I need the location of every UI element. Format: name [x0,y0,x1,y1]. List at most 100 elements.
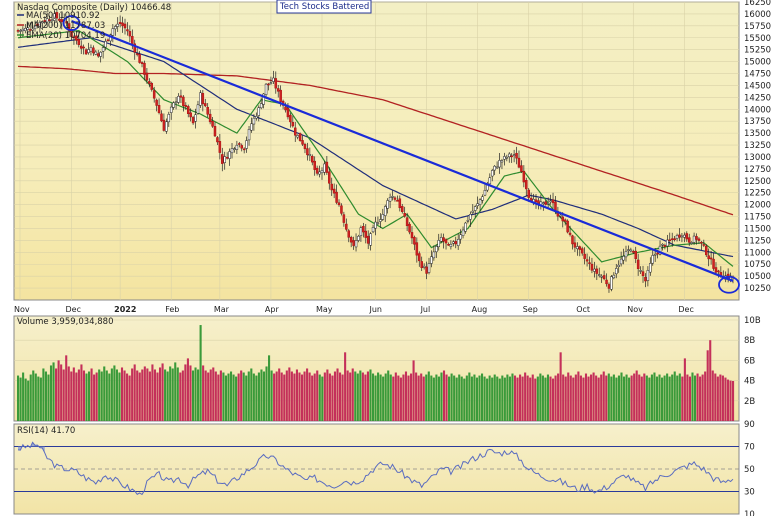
volume-bar [141,369,144,421]
rsi-y-tick-label: 70 [744,443,755,453]
volume-bar [706,350,709,421]
volume-bar [521,376,524,421]
candle-body [238,143,241,145]
candle-body [169,106,173,113]
volume-bar [232,374,235,421]
volume-bar [671,374,674,421]
candle-body [408,223,411,233]
candle-body [269,82,273,84]
candle-body [352,240,355,246]
volume-bar [262,371,266,421]
volume-bar [136,370,139,421]
annotation-text: Tech Stocks Battered [279,2,369,12]
rsi-line-group [17,441,734,496]
volume-bar [425,374,428,421]
volume-bar [483,376,486,421]
candle-body [325,161,329,173]
volume-y-axis: 10B 8B 6B 4B 2B [744,316,761,407]
rsi-y-tick-label: 50 [744,465,755,475]
candle-body [595,268,599,274]
candle-body [259,103,263,109]
volume-bar [572,377,575,421]
volume-bar [62,369,65,421]
volume-bar [539,373,542,421]
candle-body [422,265,426,268]
candle-body [267,83,270,86]
candle-body [340,205,343,214]
rsi-title: RSI(14) 41.70 [17,426,75,436]
volume-bar [52,362,55,421]
price-y-tick-label: 16000 [744,10,771,20]
candle-body [644,276,647,282]
candle-body [697,238,701,241]
price-y-tick-label: 11250 [744,236,771,246]
volume-bar [475,377,479,421]
volume-bar [531,374,534,421]
volume-bar [569,375,572,421]
volume-bar [617,375,621,421]
candle-body [632,251,635,253]
volume-bar [265,366,268,421]
volume-bar [300,374,304,421]
volume-bar [361,372,364,421]
volume-bar [364,374,367,421]
candle-body [235,144,239,150]
candle-body [481,196,484,201]
volume-bar [278,368,281,421]
candle-body [362,226,365,233]
candle-body [199,92,202,106]
candle-body [675,235,679,239]
candle-body [432,251,436,259]
volume-bar [93,374,96,421]
candle-body [101,47,105,52]
volume-bar [592,372,595,421]
candle-body [150,83,154,90]
volume-bar [524,372,527,421]
candle-body [318,171,321,175]
volume-bar [42,368,45,421]
volume-bar [47,374,50,421]
volume-bar [247,371,250,421]
volume-bar [313,373,316,421]
volume-bar [549,376,552,421]
volume-bar [597,377,600,421]
candle-body [230,148,234,154]
candle-body [709,257,713,260]
volume-bar [95,372,98,421]
volume-bar [156,372,159,421]
volume-bar [371,373,375,421]
volume-bar [143,366,146,421]
candle-body [383,206,387,216]
candle-body [690,242,693,244]
candle-body [357,236,360,241]
volume-bar [321,376,324,421]
volume-bar [610,376,613,421]
candle-body [634,250,637,259]
candle-body [345,223,348,230]
volume-bar [554,375,557,421]
candle-body [162,119,166,131]
price-y-tick-label: 10750 [744,260,771,270]
price-x-tick-label: Feb [165,305,179,314]
volume-bar [120,367,124,421]
candle-body [53,13,56,21]
candle-body [437,240,440,247]
price-y-tick-label: 12000 [744,201,771,211]
volume-bar [318,374,321,421]
volume-bar [186,358,189,421]
candle-body [48,19,51,21]
volume-bar [344,352,347,421]
candle-body [279,89,282,102]
candle-body [196,104,200,114]
volume-bar [290,371,293,421]
price-y-tick-label: 10250 [744,284,771,294]
volume-bar [174,362,177,421]
volume-bar [716,376,719,421]
volume-bar [128,375,131,421]
volume-bar [422,376,425,421]
candle-body [454,241,458,245]
candle-body [649,263,652,273]
volume-bar [534,378,537,421]
candle-body [155,99,158,106]
volume-bar [491,377,494,421]
